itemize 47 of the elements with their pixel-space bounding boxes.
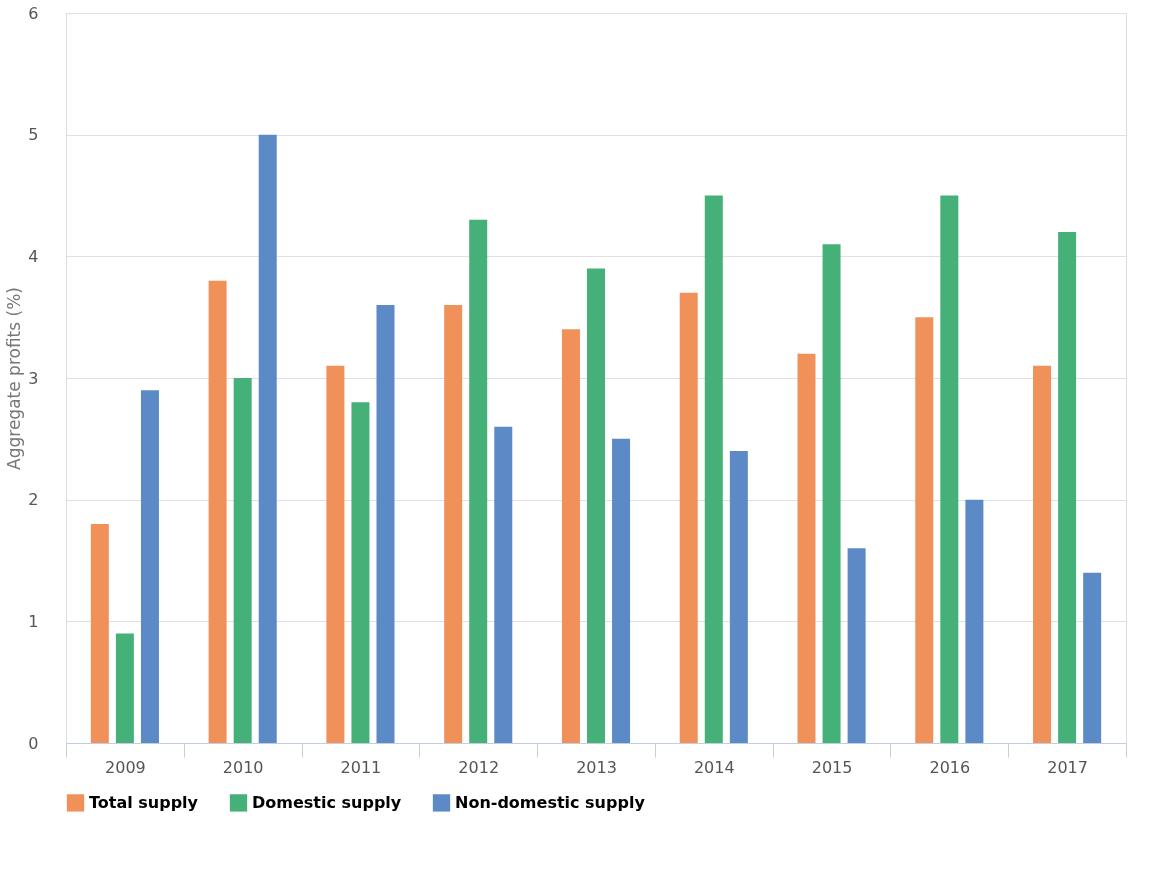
bar — [1083, 572, 1102, 743]
x-tick-label: 2011 — [340, 757, 382, 777]
legend-label: Non-domestic supply — [455, 792, 646, 812]
bar — [469, 219, 488, 743]
x-tick-label: 2014 — [693, 757, 735, 777]
bar — [822, 244, 841, 743]
y-axis-title: Aggregate profits (%) — [4, 287, 25, 470]
x-tick-label: 2010 — [222, 757, 264, 777]
x-tick-label: 2017 — [1047, 757, 1088, 777]
bar — [915, 317, 934, 743]
y-tick-label: 1 — [28, 611, 39, 631]
bar — [233, 378, 252, 743]
x-tick-label: 2009 — [105, 757, 146, 777]
bar — [115, 633, 134, 743]
x-tick-label: 2013 — [576, 757, 617, 777]
y-tick-label: 5 — [28, 125, 39, 145]
bar — [140, 390, 159, 743]
bar — [208, 280, 227, 743]
bar — [587, 268, 605, 743]
bar — [351, 402, 370, 743]
bar — [1058, 232, 1077, 743]
x-tick-label: 2016 — [929, 757, 971, 777]
y-tick-label: 3 — [28, 368, 39, 388]
bar — [679, 292, 698, 743]
bar — [561, 329, 580, 743]
bar — [494, 426, 513, 743]
bar — [847, 548, 866, 743]
bar — [90, 524, 109, 743]
bar — [729, 451, 748, 743]
y-tick-label: 4 — [28, 246, 39, 266]
y-tick-label: 2 — [28, 490, 39, 510]
bar — [326, 365, 345, 743]
x-tick-label: 2015 — [811, 757, 853, 777]
bar — [797, 353, 816, 743]
legend-label: Total supply — [89, 792, 199, 812]
bar — [704, 195, 723, 743]
bar — [444, 305, 463, 743]
bar — [940, 195, 959, 743]
x-tick-label: 2012 — [458, 757, 500, 777]
bar — [965, 499, 984, 743]
bar — [258, 134, 277, 743]
bar — [1033, 365, 1052, 743]
y-tick-label: 6 — [28, 3, 39, 23]
bar — [612, 438, 631, 743]
bar — [376, 305, 395, 743]
legend-label: Domestic supply — [252, 792, 402, 812]
y-tick-label: 0 — [28, 733, 39, 753]
